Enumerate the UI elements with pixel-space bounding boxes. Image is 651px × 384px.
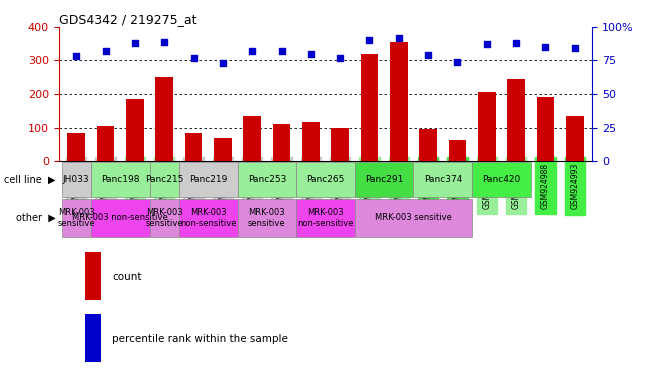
Bar (214, 138, 232, 161)
Bar (185, 133, 202, 161)
Point (452, 59, 463, 65)
Bar (419, 129, 437, 161)
Bar (238, 162, 296, 197)
Point (159, 39, 169, 45)
Bar (472, 162, 531, 197)
Text: Panc253: Panc253 (247, 175, 286, 184)
Bar (156, 77, 173, 161)
Bar (449, 141, 466, 161)
Bar (390, 42, 408, 161)
Point (511, 40, 521, 46)
Bar (355, 162, 413, 197)
Point (394, 35, 404, 41)
Text: MRK-003
non-sensitive: MRK-003 non-sensitive (298, 208, 353, 228)
Text: Panc219: Panc219 (189, 175, 227, 184)
Bar (62, 199, 91, 237)
Bar (150, 199, 179, 237)
Bar (566, 116, 583, 161)
Bar (355, 199, 472, 237)
Point (71, 53, 81, 60)
Point (188, 55, 199, 61)
Bar (238, 199, 296, 237)
Point (365, 37, 375, 43)
Bar (331, 128, 349, 161)
Text: GDS4342 / 219275_at: GDS4342 / 219275_at (59, 13, 196, 26)
Bar (97, 126, 115, 161)
Bar (507, 79, 525, 161)
Bar (179, 162, 238, 197)
Bar (150, 162, 179, 197)
Text: other  ▶: other ▶ (16, 213, 56, 223)
Text: MRK-003 sensitive: MRK-003 sensitive (375, 214, 452, 222)
Point (217, 60, 228, 66)
Bar (91, 162, 150, 197)
Text: MRK-003
sensitive: MRK-003 sensitive (248, 208, 286, 228)
Bar (85, 252, 102, 300)
Point (570, 45, 580, 51)
Text: Panc265: Panc265 (307, 175, 344, 184)
Point (540, 44, 551, 50)
Point (276, 48, 286, 54)
Bar (413, 162, 472, 197)
Text: percentile rank within the sample: percentile rank within the sample (112, 334, 288, 344)
Bar (126, 99, 144, 161)
Text: cell line  ▶: cell line ▶ (5, 174, 56, 185)
Point (130, 40, 140, 46)
Point (423, 52, 434, 58)
Text: Panc374: Panc374 (424, 175, 462, 184)
Bar (296, 162, 355, 197)
Bar (68, 133, 85, 161)
Bar (243, 116, 261, 161)
Point (100, 48, 111, 54)
Text: JH033: JH033 (63, 175, 89, 184)
Bar (91, 199, 150, 237)
Bar (536, 98, 554, 161)
Text: Panc215: Panc215 (145, 175, 184, 184)
Point (305, 51, 316, 57)
Bar (478, 93, 495, 161)
Text: Panc291: Panc291 (365, 175, 404, 184)
Bar (85, 314, 102, 362)
Bar (302, 122, 320, 161)
Bar (296, 199, 355, 237)
Text: Panc198: Panc198 (101, 175, 139, 184)
Bar (179, 199, 238, 237)
Text: count: count (112, 272, 141, 282)
Text: MRK-003
non-sensitive: MRK-003 non-sensitive (180, 208, 236, 228)
Text: MRK-003
sensitive: MRK-003 sensitive (145, 208, 183, 228)
Text: MRK-003
sensitive: MRK-003 sensitive (57, 208, 95, 228)
Point (247, 48, 257, 54)
Bar (361, 54, 378, 161)
Bar (273, 124, 290, 161)
Bar (62, 162, 91, 197)
Text: Panc420: Panc420 (482, 175, 521, 184)
Point (335, 55, 346, 61)
Text: MRK-003 non-sensitive: MRK-003 non-sensitive (72, 214, 168, 222)
Point (482, 41, 492, 47)
